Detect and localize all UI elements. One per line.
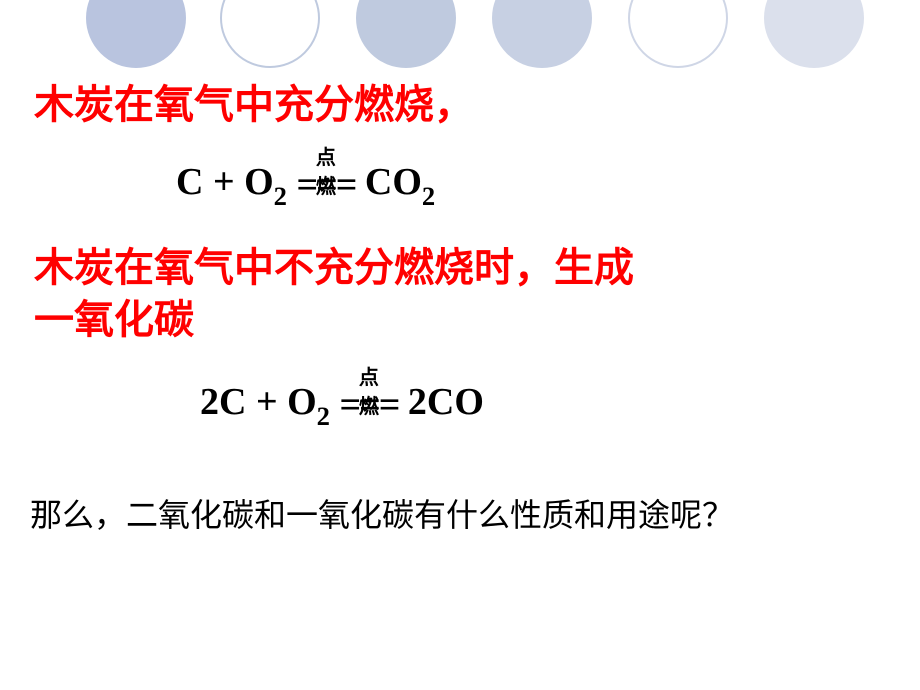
heading2-line2: 一氧化碳 [34,297,194,342]
eq1-condition: 点燃 [311,141,340,199]
equation-co: 2C + O2 点燃 === 2CO [200,380,484,430]
question-text-wrap: 那么，二氧化碳和一氧化碳有什么性质和用途呢？ [30,490,734,536]
question-text: 那么，二氧化碳和一氧化碳有什么性质和用途呢？ [30,497,734,533]
heading1-text: 木炭在氧气中充分燃烧， [34,82,474,127]
eq2-condition-wrap: 点燃 === [339,383,398,427]
eq1-rhs: CO [355,161,422,203]
heading2-line1: 木炭在氧气中不充分燃烧时，生成 [34,245,634,290]
equation-co2: C + O2 点燃 === CO2 [176,160,435,210]
eq1-rhs-sub: 2 [422,181,435,211]
eq2-lhs: 2C + O [200,381,317,423]
eq2-rhs: 2CO [398,381,484,423]
decor-circle [220,0,320,68]
eq2-lhs-sub: 2 [317,401,330,431]
eq1-condition-wrap: 点燃 === [296,163,355,207]
decor-circle [492,0,592,68]
decor-circle [628,0,728,68]
decor-circle [356,0,456,68]
eq2-condition: 点燃 [354,361,383,419]
heading-incomplete-combustion: 木炭在氧气中不充分燃烧时，生成 一氧化碳 [34,242,634,346]
decor-circle [764,0,864,68]
heading-complete-combustion: 木炭在氧气中充分燃烧， [34,72,474,130]
eq1-lhs: C + O [176,161,274,203]
eq1-lhs-sub: 2 [274,181,287,211]
decor-circle [86,0,186,68]
